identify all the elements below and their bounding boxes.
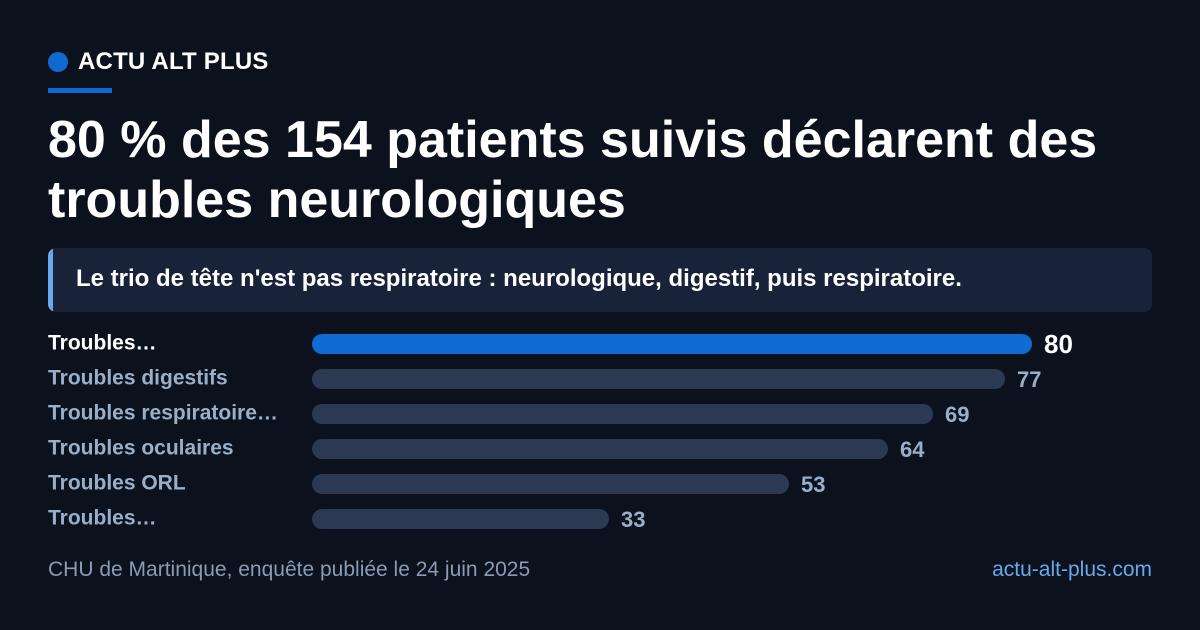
bar — [312, 369, 1005, 389]
category-label: Troubles… — [48, 507, 157, 530]
value-label: 33 — [621, 507, 645, 532]
bar — [312, 439, 888, 459]
category-label: Troubles digestifs — [48, 367, 228, 390]
category-label: Troubles… — [48, 332, 157, 355]
bar-chart: Troubles… 80 Troubles digestifs 77 Troubles … — [48, 329, 1073, 532]
bar — [312, 334, 1032, 354]
bar — [312, 404, 933, 424]
brand-dot-icon — [48, 52, 68, 72]
brand-underline — [48, 88, 112, 93]
headline: 80 % des 154 patients suivis déclarent d… — [48, 111, 1098, 229]
category-label: Troubles ORL — [48, 472, 186, 495]
value-label: 64 — [900, 437, 925, 462]
brand-name: ACTU ALT PLUS — [78, 48, 269, 75]
value-label: 80 — [1044, 329, 1073, 359]
brand: ACTU ALT PLUS — [48, 48, 269, 76]
callout-box: Le trio de tête n'est pas respiratoire :… — [48, 248, 1152, 312]
value-label: 77 — [1017, 367, 1041, 392]
source-text: CHU de Martinique, enquête publiée le 24… — [48, 558, 531, 581]
callout-text: Le trio de tête n'est pas respiratoire :… — [76, 265, 962, 292]
value-label: 69 — [945, 402, 969, 427]
bar — [312, 509, 609, 529]
bar — [312, 474, 789, 494]
category-label: Troubles respiratoire… — [48, 402, 278, 425]
value-label: 53 — [801, 472, 825, 497]
callout-accent-bar — [48, 248, 53, 312]
site-link[interactable]: actu-alt-plus.com — [992, 558, 1152, 581]
category-label: Troubles oculaires — [48, 437, 234, 460]
